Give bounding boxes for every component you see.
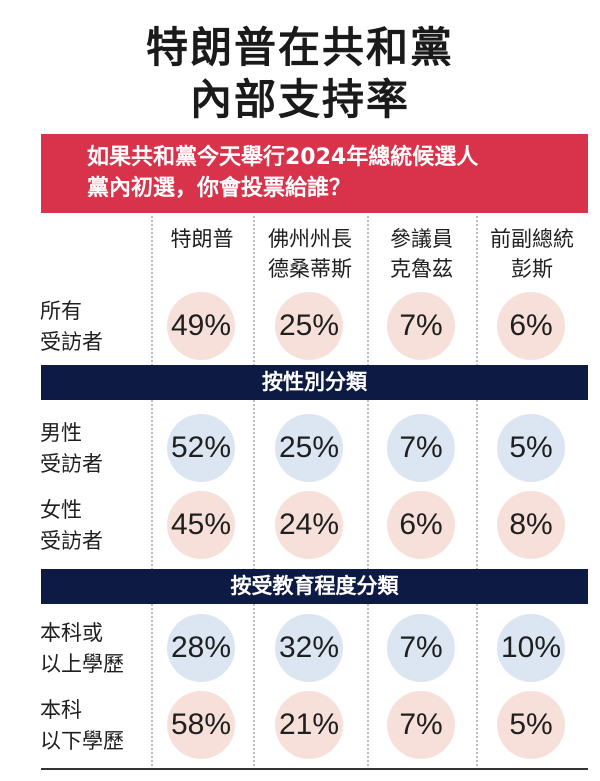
- value-cell: 5%: [497, 691, 565, 759]
- value-cell: 25%: [275, 414, 343, 482]
- row-label: 本科或 以上學歷: [40, 618, 124, 680]
- value-cell: 8%: [497, 491, 565, 559]
- value-cell: 58%: [167, 691, 235, 759]
- value-cell: 28%: [167, 614, 235, 682]
- value-cell: 25%: [275, 292, 343, 360]
- value-cell: 21%: [275, 691, 343, 759]
- divider-4: [476, 216, 478, 766]
- column-header-trump: 特朗普: [170, 227, 234, 251]
- row-label-line1: 女性: [40, 498, 82, 522]
- row-label-line2: 以下學歷: [40, 729, 124, 753]
- column-header-desantis: 佛州州長 德桑蒂斯: [268, 227, 352, 281]
- question-line1: 如果共和黨今天舉行2024年總統候選人: [87, 145, 479, 170]
- chart-title-line1: 特朗普在共和黨: [145, 23, 454, 72]
- divider-1: [151, 216, 153, 766]
- row-label-line1: 本科或: [40, 621, 103, 645]
- value-cell: 7%: [387, 292, 455, 360]
- value-cell: 24%: [275, 491, 343, 559]
- divider-3: [367, 216, 369, 766]
- value-cell: 45%: [167, 491, 235, 559]
- row-label-line1: 本科: [40, 698, 82, 722]
- value-cell: 7%: [387, 414, 455, 482]
- bottom-rule: [41, 768, 588, 770]
- divider-2: [253, 216, 255, 766]
- value-cell: 10%: [497, 614, 565, 682]
- value-cell: 6%: [387, 491, 455, 559]
- value-cell: 7%: [387, 614, 455, 682]
- question-line2: 黨內初選，你會投票給誰？: [87, 176, 352, 201]
- value-cell: 5%: [497, 414, 565, 482]
- column-header-cruz: 參議員 克魯茲: [390, 227, 453, 281]
- section-education: 按受教育程度分類: [41, 569, 588, 604]
- row-label-line2: 受訪者: [40, 330, 103, 354]
- row-label-line2: 以上學歷: [40, 652, 124, 676]
- value-cell: 7%: [387, 691, 455, 759]
- row-label-line2: 受訪者: [40, 452, 103, 476]
- value-cell: 52%: [167, 414, 235, 482]
- value-cell: 49%: [167, 292, 235, 360]
- row-label: 本科 以下學歷: [40, 695, 124, 757]
- value-cell: 6%: [497, 292, 565, 360]
- row-label-line1: 所有: [40, 299, 82, 323]
- row-label-line1: 男性: [40, 421, 82, 445]
- value-cell: 32%: [275, 614, 343, 682]
- row-label: 所有 受訪者: [40, 296, 103, 358]
- row-label: 女性 受訪者: [40, 495, 103, 557]
- column-header-pence: 前副總統 彭斯: [490, 227, 574, 281]
- row-label: 男性 受訪者: [40, 418, 103, 480]
- question-banner: 如果共和黨今天舉行2024年總統候選人 黨內初選，你會投票給誰？: [41, 134, 588, 213]
- section-gender: 按性別分類: [41, 365, 588, 400]
- chart-title-line2: 內部支持率: [189, 75, 410, 124]
- row-label-line2: 受訪者: [40, 529, 103, 553]
